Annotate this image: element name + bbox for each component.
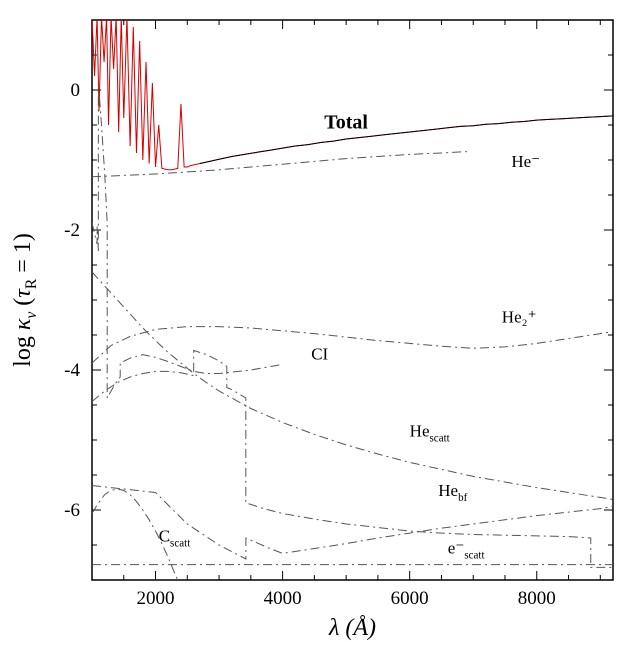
svg-text:0: 0 [71, 80, 81, 101]
svg-text:-6: -6 [64, 500, 80, 521]
svg-text:log κν (τR = 1): log κν (τR = 1) [10, 233, 40, 367]
label-CI: CI [311, 345, 328, 364]
svg-text:-4: -4 [64, 360, 80, 381]
svg-text:λ (Å): λ (Å) [328, 615, 376, 641]
label-He⁻: He⁻ [511, 152, 540, 171]
svg-text:6000: 6000 [391, 588, 429, 609]
svg-text:2000: 2000 [137, 588, 175, 609]
svg-text:4000: 4000 [264, 588, 302, 609]
svg-text:-2: -2 [64, 220, 80, 241]
opacity-chart: 2000 4000 6000 8000 -6 -4 -2 0 λ (Å) log κν (τR =… [0, 0, 633, 651]
svg-text:8000: 8000 [518, 588, 556, 609]
label-He₂⁺: He₂⁺ [502, 307, 537, 326]
label-total: Total [324, 112, 368, 134]
